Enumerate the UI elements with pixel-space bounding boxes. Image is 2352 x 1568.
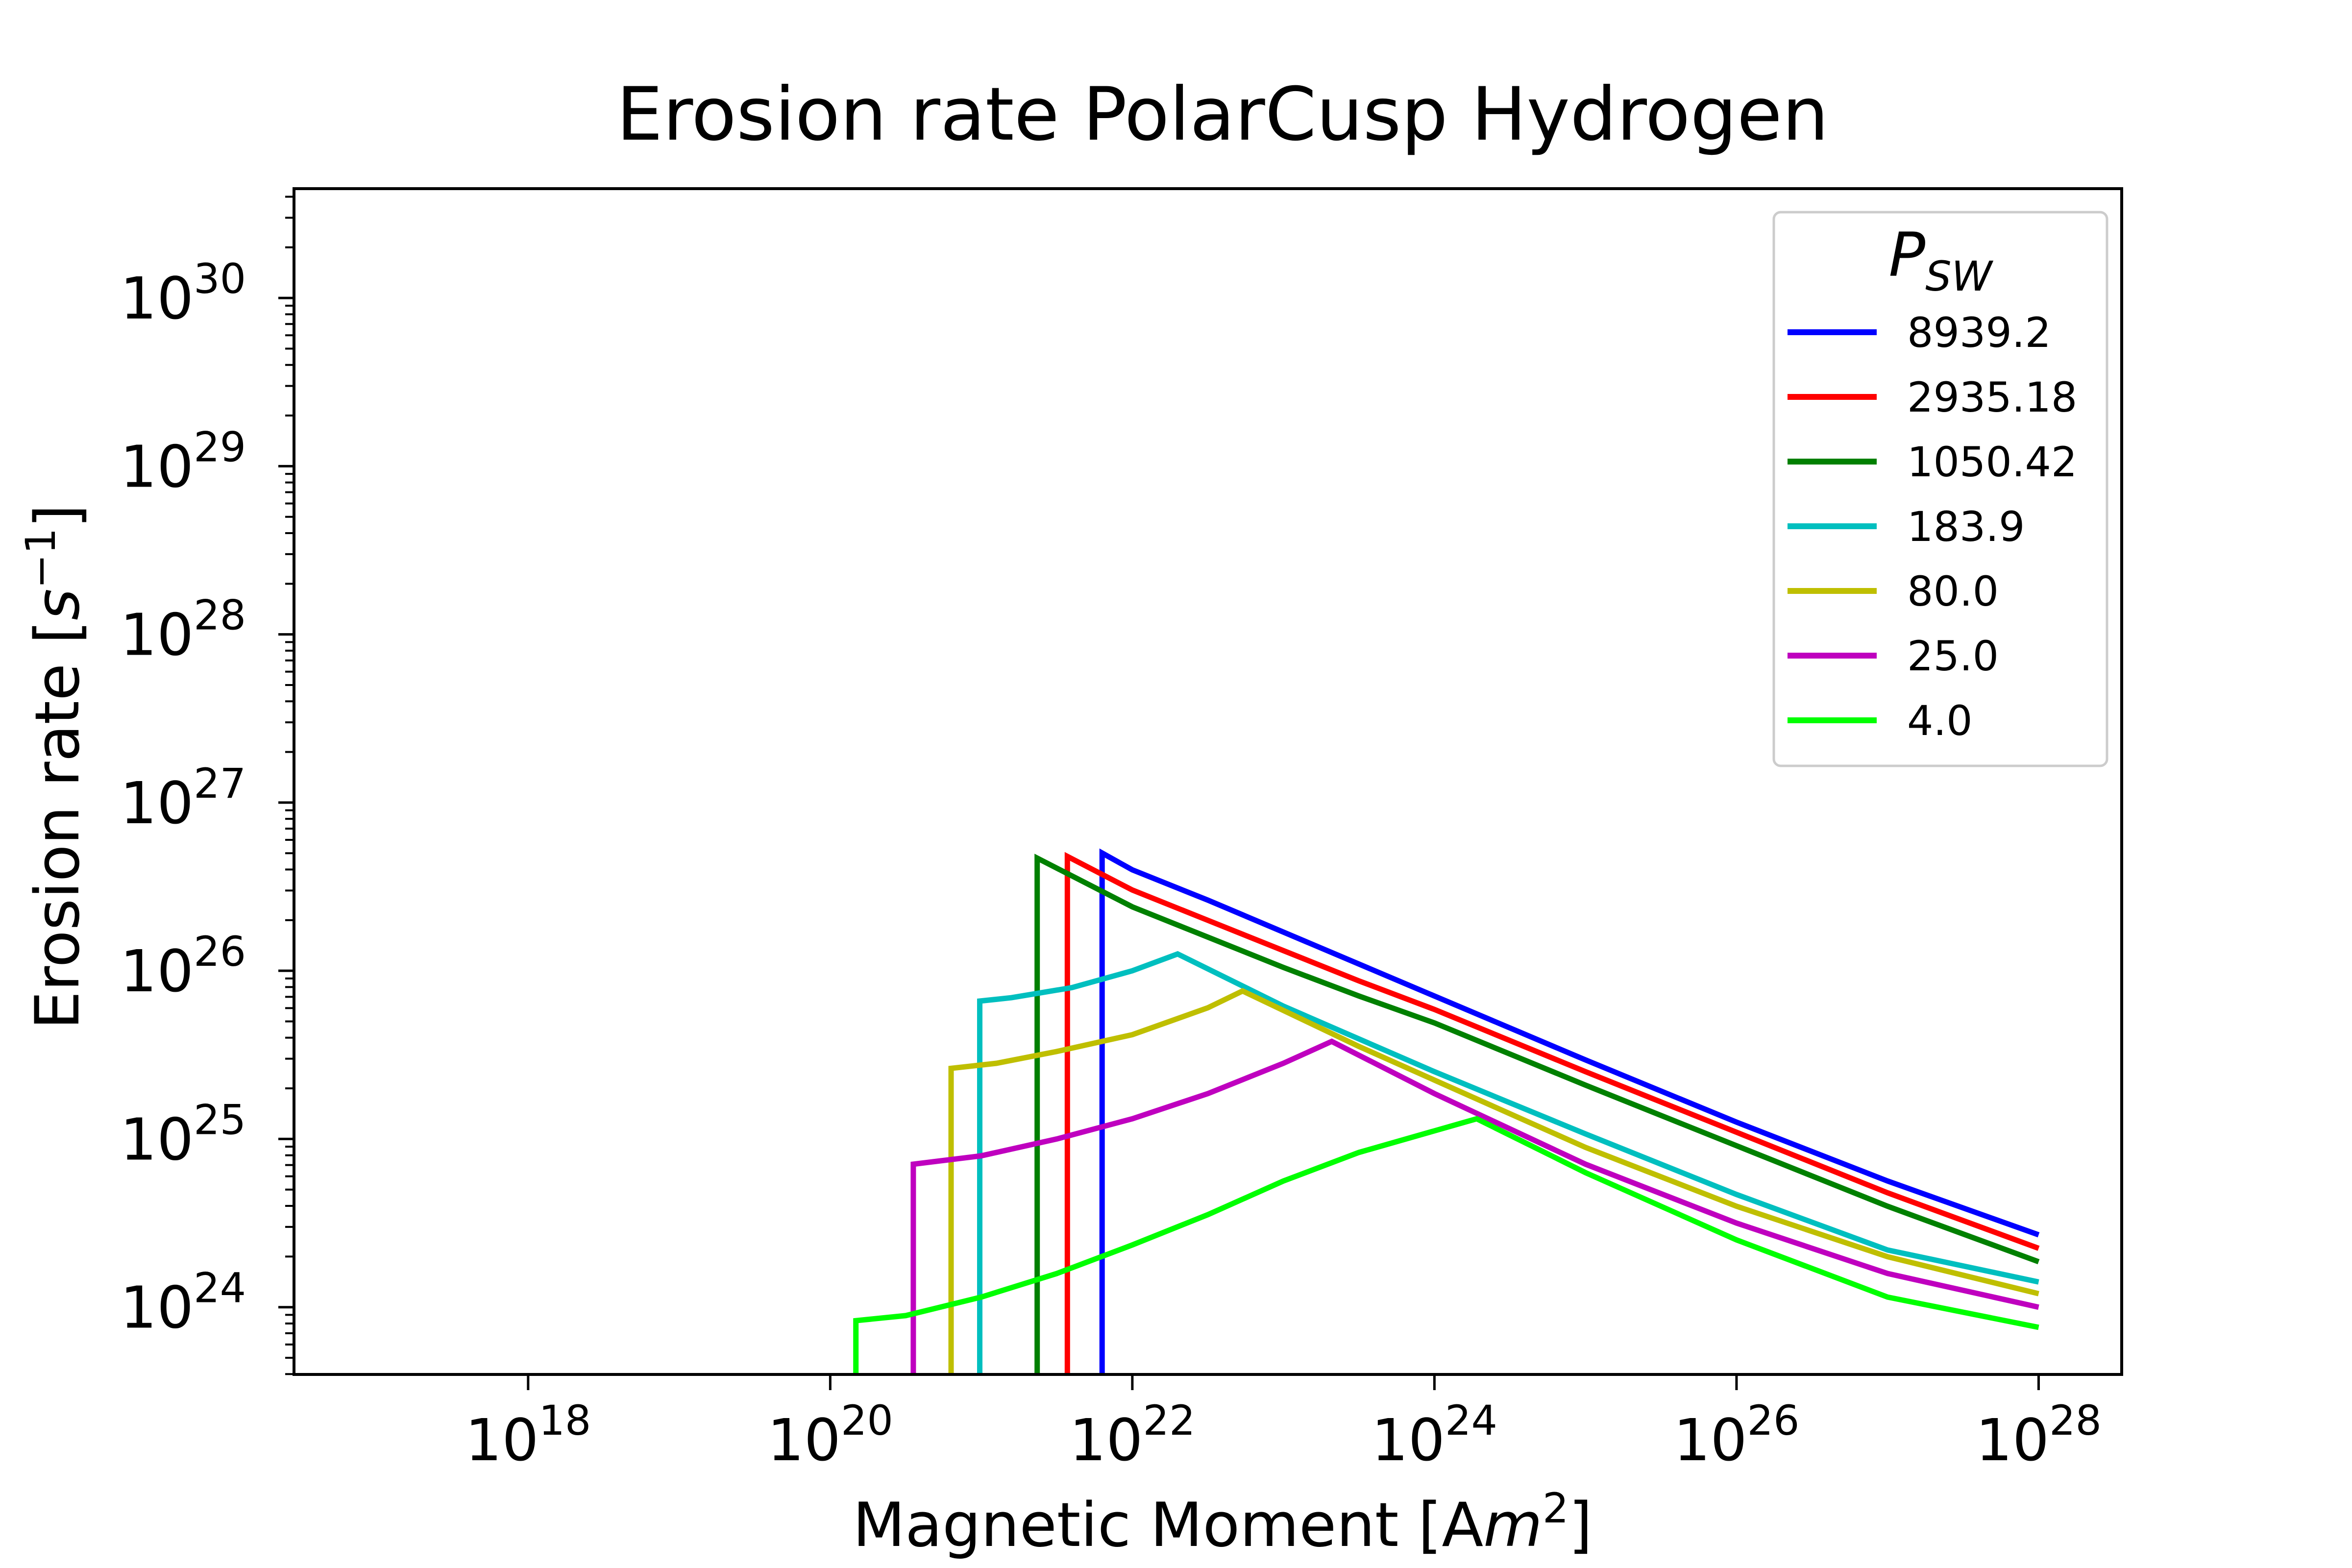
legend-label: 4.0 xyxy=(1907,697,1973,745)
y-tick-label: 1029 xyxy=(120,423,246,500)
chart-title: Erosion rate PolarCusp Hydrogen xyxy=(616,72,1829,157)
legend-label: 8939.2 xyxy=(1907,309,2051,357)
legend-title: PSW xyxy=(1888,220,1993,300)
legend-label: 2935.18 xyxy=(1907,373,2077,421)
series-lines xyxy=(853,848,2040,1374)
legend-label: 80.0 xyxy=(1907,567,1999,615)
axis-ticks: 1018 1020 1022 1024 1026 1028 1024 1025 1026 1027… xyxy=(120,196,2102,1474)
x-tick-label: 1028 xyxy=(1976,1396,2102,1474)
y-tick-label: 1024 xyxy=(120,1264,246,1342)
y-tick-label: 1027 xyxy=(120,760,246,837)
plot-frame xyxy=(293,187,2123,1376)
series-line-3 xyxy=(1034,854,2040,1374)
x-tick-label: 1022 xyxy=(1069,1396,1195,1474)
series-line-6 xyxy=(910,1038,2039,1374)
y-tick-label: 1030 xyxy=(120,255,246,332)
x-tick-label: 1018 xyxy=(465,1396,591,1474)
legend-label: 25.0 xyxy=(1907,632,1999,680)
series-line-4 xyxy=(977,951,2039,1374)
legend-box xyxy=(1772,211,2108,767)
x-axis-label: Magnetic Moment [Am2] xyxy=(853,1484,1592,1561)
legend-label: 1050.42 xyxy=(1907,438,2077,486)
plot-area xyxy=(293,187,2123,1376)
y-tick-label: 1025 xyxy=(120,1096,246,1173)
y-tick-label: 1026 xyxy=(120,928,246,1005)
legend: PSW 8939.2 2935.18 1050.42 183.9 80.0 25.0 4.0 xyxy=(1772,211,2108,767)
series-line-7 xyxy=(853,1116,2039,1374)
series-line-1 xyxy=(1099,848,2040,1374)
x-tick-label: 1024 xyxy=(1372,1396,1497,1474)
series-line-2 xyxy=(1064,852,2040,1374)
y-tick-label: 1028 xyxy=(120,591,246,669)
series-line-5 xyxy=(948,988,2039,1374)
x-tick-label: 1026 xyxy=(1673,1396,1799,1474)
y-axis-label: Erosion rate [s−1] xyxy=(17,504,93,1029)
x-tick-label: 1020 xyxy=(767,1396,893,1474)
legend-label: 183.9 xyxy=(1907,503,2025,551)
